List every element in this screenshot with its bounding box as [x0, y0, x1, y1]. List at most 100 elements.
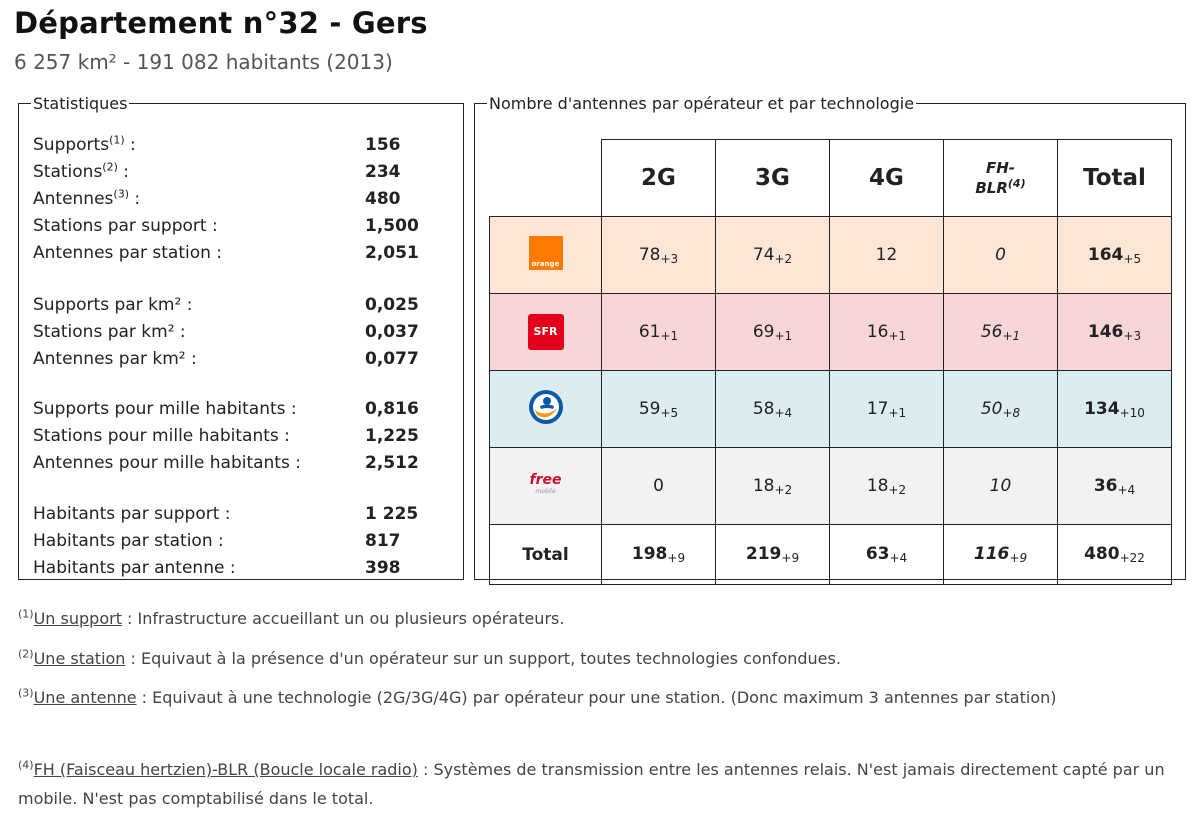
header-fh-blr: FH- BLR(4) [943, 139, 1058, 217]
value-total: 36+4 [1057, 447, 1172, 525]
value-total: 146+3 [1057, 293, 1172, 371]
stat-row: Antennes par km² : 0,077 [33, 349, 443, 376]
value-2g: 61+1 [601, 293, 716, 371]
stat-label: Supports par km² : [33, 295, 193, 315]
stat-label: Antennes par station : [33, 243, 223, 263]
operator-logo-cell: orange [489, 216, 602, 294]
value-fh: 50+8 [943, 370, 1058, 448]
totals-label: Total [489, 524, 602, 585]
header-2g: 2G [601, 139, 716, 217]
value-3g: 74+2 [715, 216, 830, 294]
footnote-term: Une antenne [33, 688, 137, 707]
stat-value: 2,051 [365, 243, 419, 263]
stat-row: Supports pour mille habitants : 0,816 [33, 399, 443, 426]
total-4g: 63+4 [829, 524, 944, 585]
stat-value: 398 [365, 558, 401, 578]
antennas-legend: Nombre d'antennes par opérateur et par t… [489, 94, 915, 113]
operator-row-bouygues: 59+5 58+4 17+1 50+8 134+10 [489, 370, 1172, 448]
antennas-table: 2G 3G 4G FH- BLR(4) Total orange 78+3 74+2… [489, 139, 1172, 585]
stat-label: Supports(1) : [33, 133, 136, 155]
value-3g: 58+4 [715, 370, 830, 448]
footnote-term: Une station [33, 649, 126, 668]
operator-logo-cell: free mobile [489, 447, 602, 525]
stat-row: Habitants par support : 1 225 [33, 504, 443, 531]
sfr-logo-icon: SFR [527, 314, 564, 350]
stat-value: 1 225 [365, 504, 419, 524]
stat-value: 1,500 [365, 216, 419, 236]
value-4g: 12 [829, 216, 944, 294]
value-4g: 18+2 [829, 447, 944, 525]
value-2g: 78+3 [601, 216, 716, 294]
header-3g: 3G [715, 139, 830, 217]
stat-value: 234 [365, 162, 401, 182]
value-2g: 0 [601, 447, 716, 525]
value-total: 164+5 [1057, 216, 1172, 294]
free-logo-icon: free mobile [529, 472, 562, 495]
stat-label: Habitants par antenne : [33, 558, 236, 578]
stat-value: 2,512 [365, 453, 419, 473]
footnote-term: FH (Faisceau hertzien)-BLR (Boucle local… [33, 760, 418, 779]
stat-label: Antennes par km² : [33, 349, 197, 369]
value-4g: 16+1 [829, 293, 944, 371]
stat-label: Stations pour mille habitants : [33, 426, 290, 446]
total-total: 480+22 [1057, 524, 1172, 585]
stat-label: Habitants par station : [33, 531, 224, 551]
value-fh: 0 [943, 216, 1058, 294]
statistics-legend: Statistiques [33, 94, 128, 113]
value-total: 134+10 [1057, 370, 1172, 448]
orange-logo-icon: orange [528, 235, 563, 270]
stat-label: Antennes(3) : [33, 187, 141, 209]
value-3g: 18+2 [715, 447, 830, 525]
statistics-panel: Statistiques Supports(1) : 156 Stations(2)… [18, 94, 464, 580]
total-3g: 219+9 [715, 524, 830, 585]
stat-row: Stations par support : 1,500 [33, 216, 443, 243]
total-2g: 198+9 [601, 524, 716, 585]
header-4g: 4G [829, 139, 944, 217]
stat-row: Antennes pour mille habitants : 2,512 [33, 453, 443, 480]
stat-value: 1,225 [365, 426, 419, 446]
value-4g: 17+1 [829, 370, 944, 448]
stat-row: Supports par km² : 0,025 [33, 295, 443, 322]
stat-row: Habitants par station : 817 [33, 531, 443, 558]
stat-row: Stations(2) : 234 [33, 160, 443, 189]
header-total: Total [1057, 139, 1172, 217]
stat-label: Stations(2) : [33, 160, 130, 182]
total-fh: 116+9 [943, 524, 1058, 585]
stat-value: 0,037 [365, 322, 419, 342]
stat-value: 0,816 [365, 399, 419, 419]
value-fh: 56+1 [943, 293, 1058, 371]
totals-row: Total 198+9 219+9 63+4 116+9 480+22 [489, 524, 1172, 585]
bouygues-logo-icon [528, 389, 563, 424]
footnote-4: (4)FH (Faisceau hertzien)-BLR (Boucle lo… [18, 758, 1165, 808]
stat-value: 480 [365, 189, 401, 209]
value-3g: 69+1 [715, 293, 830, 371]
page-title: Département n°32 - Gers [14, 6, 428, 40]
operator-row-orange: orange 78+3 74+2 12 0 164+5 [489, 216, 1172, 294]
stat-row: Stations par km² : 0,037 [33, 322, 443, 349]
stat-label: Habitants par support : [33, 504, 231, 524]
footnote-term: Un support [33, 609, 122, 628]
stat-label: Supports pour mille habitants : [33, 399, 297, 419]
stat-value: 817 [365, 531, 401, 551]
footnote-2: (2)Une station : Equivaut à la présence … [18, 647, 841, 668]
page-subtitle: 6 257 km² - 191 082 habitants (2013) [14, 50, 393, 74]
stat-value: 0,077 [365, 349, 419, 369]
value-fh: 10 [943, 447, 1058, 525]
operator-logo-cell: SFR [489, 293, 602, 371]
stat-label: Stations par km² : [33, 322, 186, 342]
header-fh-line1: FH- [985, 159, 1016, 177]
operator-row-free: free mobile 0 18+2 18+2 10 36+4 [489, 447, 1172, 525]
header-blank-cell [489, 139, 602, 217]
header-fh-sup: (4) [1007, 177, 1026, 190]
stat-value: 0,025 [365, 295, 419, 315]
stat-row: Habitants par antenne : 398 [33, 558, 443, 585]
stat-row: Stations pour mille habitants : 1,225 [33, 426, 443, 453]
table-header-row: 2G 3G 4G FH- BLR(4) Total [489, 139, 1172, 217]
operator-row-sfr: SFR 61+1 69+1 16+1 56+1 146+3 [489, 293, 1172, 371]
stat-row: Supports(1) : 156 [33, 133, 443, 162]
stat-row: Antennes(3) : 480 [33, 187, 443, 216]
header-fh-line2: BLR [975, 179, 1008, 197]
footnote-1: (1)Un support : Infrastructure accueilla… [18, 607, 565, 628]
footnote-3: (3)Une antenne : Equivaut à une technolo… [18, 686, 1057, 707]
value-2g: 59+5 [601, 370, 716, 448]
